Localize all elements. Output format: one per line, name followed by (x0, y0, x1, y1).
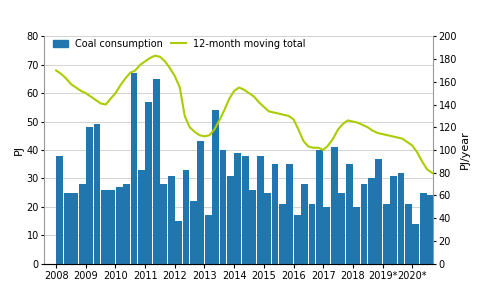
Bar (219, 150, 226, 264)
Bar (264, 193, 271, 264)
Bar (227, 175, 234, 264)
Y-axis label: PJ/year: PJ/year (460, 131, 470, 169)
Bar (420, 193, 427, 264)
Bar (257, 156, 264, 264)
Bar (197, 142, 204, 264)
Bar (294, 215, 301, 264)
Y-axis label: PJ: PJ (14, 145, 24, 155)
Bar (249, 190, 256, 264)
Bar (375, 158, 382, 264)
Bar (308, 204, 315, 264)
Bar (123, 184, 130, 264)
Bar (160, 184, 167, 264)
Bar (412, 224, 419, 264)
Bar (323, 207, 330, 264)
Bar (272, 164, 278, 264)
Bar (116, 187, 123, 264)
Bar (316, 150, 323, 264)
Bar (64, 193, 71, 264)
Bar (383, 204, 390, 264)
Bar (71, 193, 78, 264)
Bar (235, 153, 241, 264)
Bar (93, 125, 100, 264)
Bar (346, 164, 353, 264)
Bar (331, 147, 338, 264)
Bar (368, 178, 375, 264)
Bar (175, 221, 182, 264)
Bar (79, 184, 86, 264)
Bar (390, 175, 397, 264)
Bar (138, 170, 145, 264)
Bar (286, 164, 293, 264)
Bar (398, 173, 404, 264)
Bar (108, 190, 115, 264)
Bar (205, 215, 212, 264)
Legend: Coal consumption, 12-month moving total: Coal consumption, 12-month moving total (49, 35, 310, 53)
Bar (183, 170, 189, 264)
Bar (301, 184, 308, 264)
Bar (130, 73, 137, 264)
Bar (353, 207, 360, 264)
Bar (435, 221, 441, 264)
Bar (57, 156, 63, 264)
Bar (146, 102, 153, 264)
Bar (428, 195, 434, 264)
Bar (212, 110, 219, 264)
Bar (279, 204, 286, 264)
Bar (338, 193, 345, 264)
Bar (153, 79, 160, 264)
Bar (101, 190, 108, 264)
Bar (242, 156, 249, 264)
Bar (405, 204, 412, 264)
Bar (190, 201, 197, 264)
Bar (361, 184, 368, 264)
Bar (86, 127, 93, 264)
Bar (168, 175, 175, 264)
